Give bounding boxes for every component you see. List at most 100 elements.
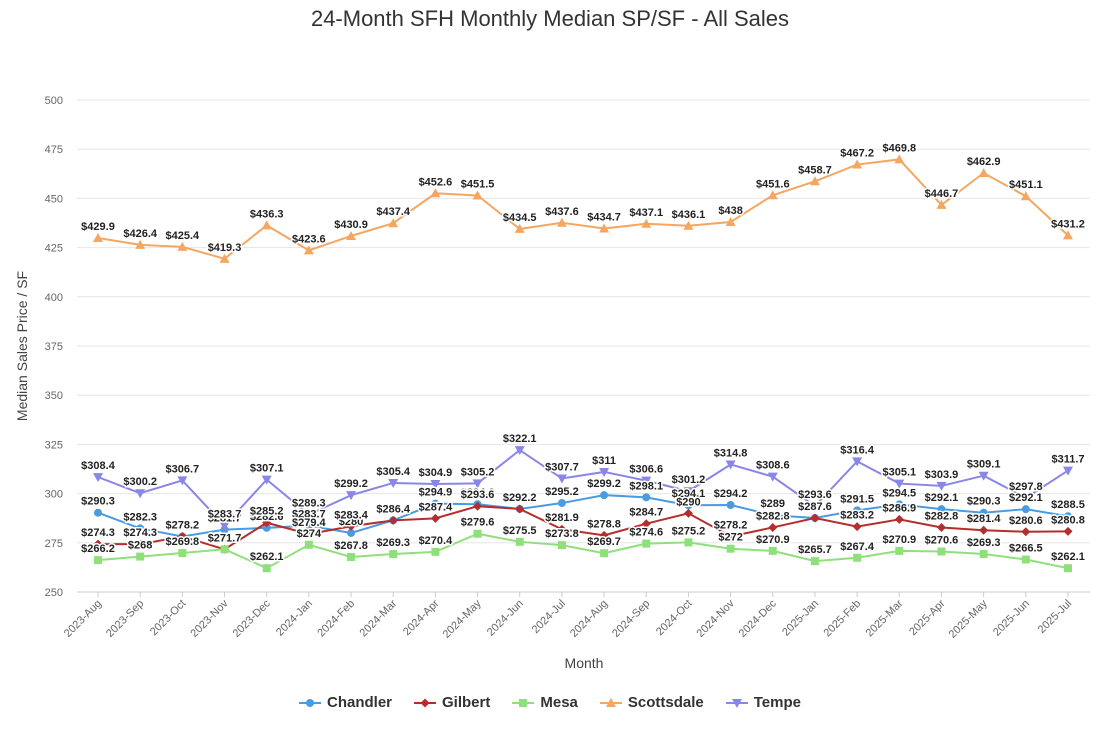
gilbert-data-label: $274.3 — [81, 527, 115, 539]
mesa-point — [389, 550, 398, 559]
mesa-point — [557, 541, 566, 550]
tempe-data-label: $308.6 — [756, 460, 790, 472]
series-lines — [93, 154, 1073, 573]
chandler-point — [642, 493, 651, 502]
chandler-point — [431, 499, 440, 508]
gilbert-data-label: $281.4 — [967, 513, 1002, 525]
x-tick-label: 2023-Sep — [104, 598, 146, 640]
gilbert-point — [473, 501, 483, 511]
x-tick-label: 2024-Jun — [485, 598, 526, 639]
mesa-data-label: $271.7 — [208, 532, 242, 544]
scottsdale-point — [599, 223, 610, 233]
chandler-point — [895, 500, 904, 509]
x-tick-label: 2024-Oct — [654, 598, 694, 638]
mesa-point — [726, 544, 735, 553]
y-tick-label: 425 — [45, 243, 63, 255]
mesa-data-label: $269.3 — [376, 537, 410, 549]
tempe-point — [725, 460, 736, 470]
tempe-point — [641, 476, 652, 486]
mesa-point — [768, 546, 777, 555]
mesa-point — [1021, 555, 1030, 564]
scottsdale-point — [472, 190, 483, 200]
mesa-line — [97, 532, 1069, 570]
series-tempe — [93, 446, 1073, 531]
x-axis-title: Month — [565, 655, 604, 671]
x-tick-label: 2024-Jan — [274, 598, 315, 639]
mesa-data-label: $269.7 — [587, 536, 621, 548]
chandler-point — [768, 511, 777, 520]
mesa-data-label: $273.8 — [545, 528, 579, 540]
chandler-point — [726, 501, 735, 510]
scottsdale-point — [430, 188, 441, 198]
scottsdale-point — [809, 176, 820, 186]
chandler-data-label: $294.6 — [461, 487, 495, 499]
chandler-data-label: $294.9 — [419, 487, 453, 499]
tempe-point — [894, 479, 905, 489]
x-tick-label: 2024-Nov — [695, 597, 738, 640]
chandler-data-label: $291.5 — [840, 493, 874, 505]
scottsdale-data-label: $423.6 — [292, 233, 326, 245]
scottsdale-data-label: $429.9 — [81, 221, 115, 233]
scottsdale-point — [303, 245, 314, 255]
scottsdale-data-label: $436.3 — [250, 208, 284, 220]
scottsdale-point — [261, 220, 272, 230]
mesa-point — [853, 553, 862, 562]
mesa-point — [979, 550, 988, 559]
gilbert-data-label: $293.6 — [461, 489, 495, 501]
gilbert-point — [135, 539, 145, 549]
mesa-point — [1064, 564, 1072, 573]
series-gilbert — [93, 501, 1073, 554]
y-tick-label: 500 — [45, 95, 63, 107]
tempe-data-label: $306.6 — [629, 464, 663, 476]
y-tick-label: 450 — [45, 193, 63, 205]
x-tick-label: 2023-Dec — [231, 597, 274, 640]
x-tick-label: 2023-Aug — [62, 598, 104, 640]
legend: Chandler Gilbert Mesa Scottsdale Tempe — [0, 694, 1100, 711]
gilbert-point — [1063, 526, 1073, 536]
tempe-data-label: $306.7 — [166, 463, 200, 475]
scottsdale-data-label: $451.5 — [461, 178, 495, 190]
tempe-data-label: $311.7 — [1051, 454, 1084, 466]
mesa-data-label: $267.4 — [840, 541, 875, 553]
scottsdale-legend-marker-icon — [599, 697, 622, 707]
tempe-point — [809, 502, 820, 512]
legend-item-scottsdale[interactable]: Scottsdale — [599, 694, 704, 711]
chandler-data-label: $299.2 — [587, 478, 621, 490]
x-tick-label: 2024-Apr — [401, 597, 442, 638]
gilbert-data-label: $287.4 — [419, 501, 454, 513]
mesa-point — [600, 549, 609, 558]
gilbert-point — [894, 514, 904, 524]
scottsdale-point — [1020, 191, 1031, 201]
legend-item-gilbert[interactable]: Gilbert — [414, 694, 490, 711]
chandler-data-label: $290.3 — [967, 496, 1001, 508]
gilbert-point — [768, 522, 778, 532]
mesa-point — [347, 552, 356, 561]
tempe-point — [936, 481, 947, 491]
mesa-point — [178, 549, 187, 558]
tempe-point — [135, 489, 146, 499]
mesa-data-label: $269.8 — [166, 536, 200, 548]
x-tick-label: 2024-Dec — [737, 597, 780, 640]
scottsdale-data-label: $446.7 — [925, 188, 959, 200]
scottsdale-point — [177, 241, 188, 251]
mesa-point — [94, 556, 102, 565]
scottsdale-data-label: $436.1 — [672, 209, 706, 221]
mesa-point — [642, 539, 651, 548]
legend-item-chandler[interactable]: Chandler — [299, 694, 392, 711]
tempe-data-label: $297.8 — [1009, 481, 1043, 493]
tempe-data-label: $308.4 — [81, 460, 116, 472]
tempe-point — [978, 471, 989, 481]
chandler-data-label: $289 — [761, 498, 785, 510]
chandler-point — [684, 501, 693, 510]
gilbert-data-label: $283.2 — [840, 510, 874, 522]
legend-item-tempe[interactable]: Tempe — [725, 694, 801, 711]
chandler-data-label: $283.7 — [292, 509, 326, 521]
legend-item-mesa[interactable]: Mesa — [512, 694, 578, 711]
gilbert-data-label: $278.2 — [714, 520, 748, 532]
mesa-point — [937, 547, 946, 556]
chandler-point — [1021, 505, 1030, 514]
mesa-data-label: $267.8 — [334, 540, 368, 552]
mesa-data-label: $270.9 — [756, 534, 790, 546]
mesa-data-label: $262.1 — [1051, 551, 1085, 563]
